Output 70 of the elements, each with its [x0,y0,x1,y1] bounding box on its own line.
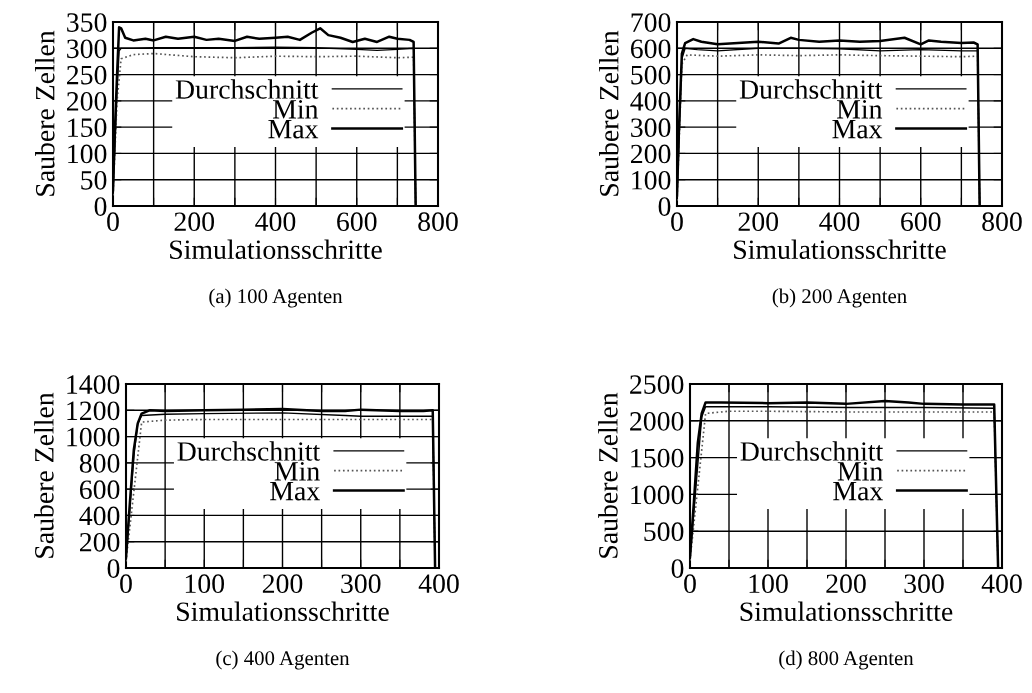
x-axis-title: Simulationsschritte [740,601,953,622]
y-tick-label: 2000 [630,411,684,431]
y-tick-label: 600 [630,39,671,59]
y-tick-label: 800 [79,454,120,473]
y-tick-label: 0 [94,197,107,216]
y-tick-label: 200 [80,532,120,552]
y-tick-label: 300 [67,39,107,59]
y-tick-label: 50 [81,170,107,190]
y-tick-label: 150 [68,118,107,138]
y-tick-label: 2500 [630,375,684,394]
legend-label: Min [836,100,883,119]
x-tick-label: 400 [819,212,860,232]
y-tick-label: 1400 [67,375,120,394]
x-tick-label: 100 [185,574,225,594]
text: (c) 400 Agenten [216,650,350,670]
legend-label: Max [270,482,320,501]
x-tick-label: 400 [981,574,1022,594]
y-tick-label: 500 [631,65,671,85]
legend-label: Durchschnitt [739,79,883,99]
legend-label: Min [272,100,319,119]
y-axis-title: Saubere Zellen [35,30,55,196]
y-tick-label: 200 [67,92,107,111]
y-tick-label: 500 [644,522,684,542]
y-tick-label: 0 [107,559,120,578]
x-axis-title: Simulationsschritte [734,239,946,260]
x-tick-label: 800 [982,212,1022,232]
legend-label: Min [274,462,320,481]
legend-label: Max [832,120,883,139]
y-tick-label: 300 [631,118,671,138]
y-tick-label: 200 [631,144,671,164]
y-tick-label: 1200 [67,401,120,421]
y-tick-label: 250 [67,65,107,85]
x-axis-title: Simulationsschritte [170,239,382,260]
y-tick-label: 100 [632,170,671,190]
x-axis-title: Simulationsschritte [177,601,389,622]
y-tick-label: 1500 [631,448,684,468]
x-tick-label: 100 [749,574,788,594]
text: (b) 200 Agenten [772,288,907,308]
y-axis-title: Saubere Zellen [34,392,54,558]
legend-label: Min [837,462,883,481]
y-tick-label: 1000 [67,427,120,447]
y-tick-label: 400 [79,506,120,526]
x-tick-label: 300 [341,574,381,594]
x-tick-label: 200 [738,212,779,232]
y-axis-title: Saubere Zellen [598,392,618,558]
x-tick-label: 800 [418,212,458,232]
x-tick-label: 200 [826,574,866,594]
x-tick-label: 600 [901,212,941,232]
y-axis-title: Saubere Zellen [599,30,619,196]
y-tick-label: 400 [630,92,671,111]
y-tick-label: 600 [79,480,120,500]
legend-label: Durchschnitt [177,441,321,461]
y-tick-label: 1000 [631,485,684,505]
x-tick-label: 400 [255,212,296,232]
x-tick-label: 200 [174,212,215,232]
x-tick-label: 400 [418,574,459,594]
text: (a) 100 Agenten [209,288,343,308]
legend-label: Durchschnitt [175,79,319,99]
x-tick-label: 200 [262,574,303,594]
x-tick-label: 600 [337,212,377,232]
y-tick-label: 700 [631,13,671,32]
text: (d) 800 Agenten [779,650,914,670]
legend-label: Max [268,120,319,139]
y-tick-label: 0 [671,559,684,578]
x-tick-label: 300 [904,574,944,594]
legend-label: Durchschnitt [740,441,884,461]
y-tick-label: 100 [68,144,107,164]
legend-label: Max [833,482,883,501]
y-tick-label: 350 [67,13,107,32]
y-tick-label: 0 [658,197,671,216]
